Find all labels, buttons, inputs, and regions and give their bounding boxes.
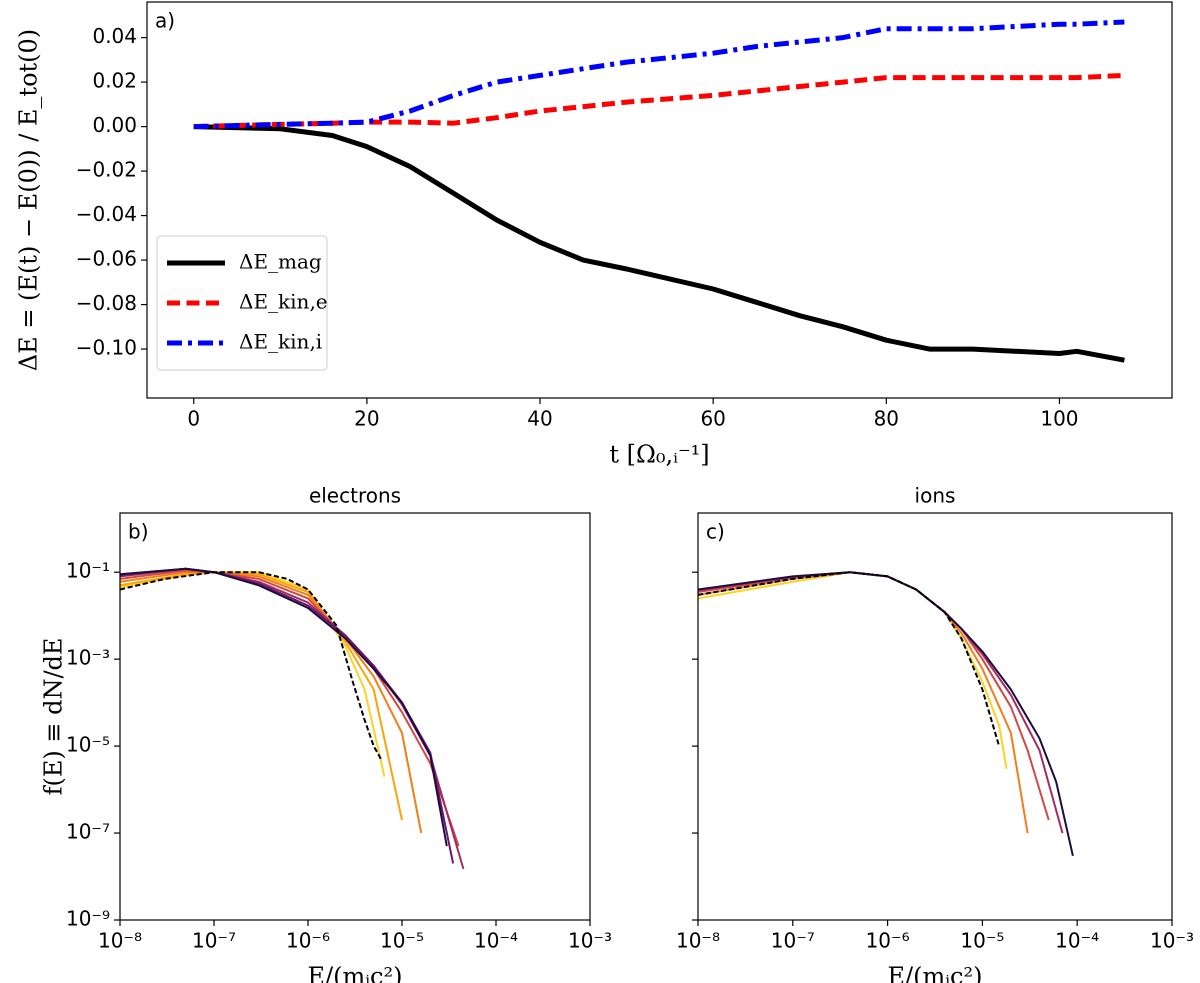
- plot-area: [193, 19, 1125, 363]
- y-tick-label: −0.10: [76, 336, 137, 360]
- y-tick-label: 10⁻³: [66, 646, 110, 670]
- panel-title: electrons: [309, 484, 401, 508]
- legend: ΔE_mag ΔE_kin,e ΔE_kin,i: [156, 235, 328, 371]
- x-axis-label: E/(mᵢc²): [308, 963, 403, 983]
- x-tick-label: 10⁻⁷: [771, 929, 815, 953]
- panel-label: a): [155, 9, 175, 33]
- data-line: [120, 567, 448, 847]
- x-tick-label: 10⁻⁸: [98, 929, 142, 953]
- y-tick-label: −0.02: [76, 158, 137, 182]
- legend-label: ΔE_mag: [239, 250, 322, 274]
- axes-frame: [119, 512, 591, 921]
- x-tick-label: 10⁻⁶: [866, 929, 910, 953]
- y-axis-label: f(E) ≡ dN/dE: [40, 638, 68, 796]
- data-line: [698, 571, 1008, 769]
- y-tick-label: −0.04: [76, 202, 137, 226]
- x-tick-label: 10⁻⁵: [380, 929, 424, 953]
- x-tick-label: 10⁻³: [1150, 929, 1194, 953]
- data-line: [120, 571, 386, 777]
- x-tick-label: 60: [700, 407, 725, 431]
- y-tick-label: 10⁻⁵: [66, 733, 110, 757]
- y-tick-label: 0.02: [92, 69, 137, 93]
- x-tick-label: 10⁻⁴: [1055, 929, 1099, 953]
- axes-frame: [697, 512, 1173, 921]
- data-line: [120, 571, 403, 821]
- y-axis-label: ΔE = (E(t) − E(0)) / E_tot(0): [15, 29, 43, 371]
- x-tick-label: 80: [874, 407, 899, 431]
- y-tick-label: 10⁻⁹: [66, 907, 110, 931]
- data-line: [698, 571, 1029, 834]
- panel-label: b): [128, 520, 149, 544]
- x-tick-label: 0: [187, 407, 200, 431]
- data-line: [120, 571, 382, 760]
- x-tick-label: 10⁻⁵: [960, 929, 1004, 953]
- y-tick-label: −0.06: [76, 247, 137, 271]
- x-tick-label: 10⁻⁷: [192, 929, 236, 953]
- x-tick-label: 10⁻⁶: [286, 929, 330, 953]
- x-tick-label: 40: [527, 407, 552, 431]
- legend-label: ΔE_kin,e: [239, 290, 328, 314]
- y-tick-label: 0.00: [92, 113, 137, 137]
- x-tick-label: 100: [1040, 407, 1078, 431]
- panel-label: c): [706, 520, 725, 544]
- y-tick-label: 10⁻¹: [66, 559, 110, 583]
- panel: 0 20 40 60 80 100 −0.10 −0.08 −0.06 −0.04 −0.02 0.0…: [15, 1, 1173, 469]
- data-line: [698, 571, 1001, 747]
- legend-box: [156, 235, 328, 371]
- legend-label: ΔE_kin,i: [239, 330, 322, 354]
- data-line: [120, 569, 460, 847]
- plot-area: [120, 567, 465, 870]
- x-tick-label: 10⁻⁴: [474, 929, 518, 953]
- y-tick-label: 0.04: [92, 24, 137, 48]
- x-axis-label: E/(mᵢc²): [888, 963, 983, 983]
- data-line: [193, 124, 1125, 363]
- data-line: [120, 571, 423, 834]
- data-line: [698, 571, 1074, 857]
- data-line: [193, 19, 1125, 130]
- panel-title: ions: [915, 484, 956, 508]
- plot-area: [698, 571, 1074, 857]
- axes-frame: [146, 1, 1173, 399]
- y-tick-label: 10⁻⁷: [66, 820, 110, 844]
- data-line: [698, 571, 1050, 821]
- panel: 10⁻⁸ 10⁻⁷ 10⁻⁶ 10⁻⁵ 10⁻⁴ 10⁻³ 10⁻⁹ 10⁻⁷ 10⁻⁵ 10⁻³…: [40, 484, 613, 983]
- data-line: [193, 72, 1125, 130]
- x-axis-label: t [Ω₀,ᵢ⁻¹]: [609, 441, 709, 469]
- y-tick-label: −0.08: [76, 291, 137, 315]
- x-tick-label: 10⁻⁸: [676, 929, 720, 953]
- x-tick-label: 20: [354, 407, 379, 431]
- panel: 10⁻⁸ 10⁻⁷ 10⁻⁶ 10⁻⁵ 10⁻⁴ 10⁻³ c) ions E/(mᵢc²): [676, 484, 1194, 983]
- x-tick-label: 10⁻³: [568, 929, 612, 953]
